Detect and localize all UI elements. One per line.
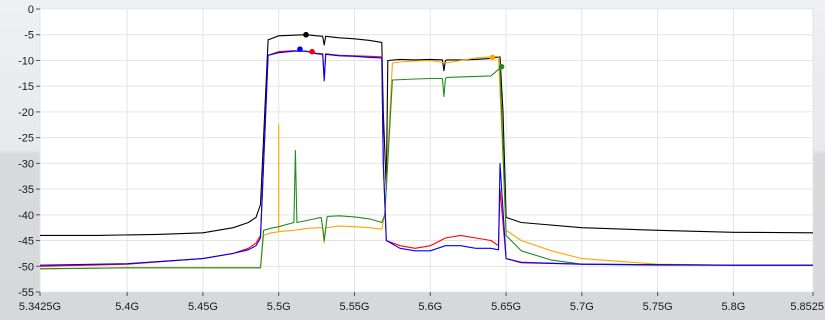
series-line-2 <box>39 67 813 270</box>
marker-layer <box>297 31 505 70</box>
plot-area <box>39 8 814 293</box>
y-tick-label: -40 <box>18 210 34 222</box>
x-tick-label: 5.4G <box>115 301 139 313</box>
x-tick-label: 5.75G <box>643 301 673 313</box>
y-tick-label: -35 <box>18 184 34 196</box>
y-tick-label: -5 <box>24 30 34 42</box>
series-marker-2 <box>498 63 505 70</box>
x-tick-label: 5.7G <box>570 301 594 313</box>
series-line-4 <box>39 50 813 266</box>
y-tick-label: -55 <box>18 287 34 299</box>
x-tick-label: 5.6G <box>418 301 442 313</box>
y-tick-label: -50 <box>18 261 34 273</box>
x-tick-label: 5.5G <box>267 301 291 313</box>
y-tick-label: 0 <box>28 4 34 16</box>
series-layer <box>39 34 814 270</box>
series-marker-0 <box>303 31 309 38</box>
x-tick-label: 5.8525 <box>790 301 824 313</box>
series-marker-3 <box>309 48 315 55</box>
series-line-0 <box>40 34 814 236</box>
y-tick-label: -15 <box>18 81 34 93</box>
x-axis: 5.3425G 5.4G 5.45G 5.5G 5.55G 5.6G 5.65G 5.7G 5.… <box>19 292 824 313</box>
series-marker-4 <box>297 46 303 52</box>
y-tick-label: -20 <box>18 107 34 119</box>
x-tick-label: 5.65G <box>491 301 521 313</box>
y-tick-label: -10 <box>18 55 34 67</box>
y-tick-label: -30 <box>18 158 34 170</box>
x-tick-label: 5.55G <box>340 301 370 313</box>
y-tick-label: -25 <box>18 133 34 145</box>
y-axis: 0 -5 -10 -15 -20 -25 -30 -35 -40 -45 -50 -55 <box>18 4 40 299</box>
x-tick-label: 5.8G <box>721 301 745 313</box>
x-tick-label: 5.3425G <box>19 301 61 313</box>
series-marker-1 <box>489 54 496 61</box>
y-tick-label: -45 <box>18 236 34 248</box>
x-tick-label: 5.45G <box>188 301 218 313</box>
